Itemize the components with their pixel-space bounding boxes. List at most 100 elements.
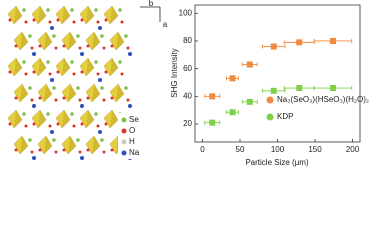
polyhedron-face xyxy=(20,136,28,154)
atom-key xyxy=(121,128,127,134)
legend-label: KDP xyxy=(277,112,293,121)
atom xyxy=(96,20,100,24)
x-tick-label: 100 xyxy=(271,145,285,154)
atom xyxy=(100,138,104,142)
point xyxy=(246,98,253,105)
atom xyxy=(96,124,100,128)
atom xyxy=(128,104,132,108)
atom xyxy=(48,124,52,128)
legend-marker xyxy=(266,113,274,121)
atom-label: Se xyxy=(129,115,139,124)
atom xyxy=(50,26,54,30)
atom xyxy=(86,96,90,100)
atom xyxy=(32,104,36,108)
atom xyxy=(72,20,76,24)
y-tick-label: 40 xyxy=(183,91,192,100)
axis-label: a xyxy=(163,20,168,29)
atom xyxy=(32,122,36,126)
atom xyxy=(98,26,102,30)
atom xyxy=(56,122,60,126)
atom xyxy=(52,138,56,142)
atom xyxy=(32,70,36,74)
atom xyxy=(28,138,32,142)
atom xyxy=(56,18,60,22)
polyhedron-face xyxy=(44,84,52,102)
atom xyxy=(54,46,58,50)
atom xyxy=(70,8,74,12)
atom xyxy=(50,130,54,134)
point xyxy=(229,75,236,82)
atom xyxy=(56,70,60,74)
atom xyxy=(14,44,18,48)
atom xyxy=(38,148,42,152)
polyhedron-face xyxy=(68,136,76,154)
x-axis-label: Particle Size (μm) xyxy=(245,158,309,167)
atom-label: O xyxy=(129,126,135,135)
polyhedron-face xyxy=(38,6,46,24)
atom xyxy=(76,34,80,38)
atom xyxy=(94,8,98,12)
atom-label: H xyxy=(129,137,135,146)
atom xyxy=(48,72,52,76)
atom xyxy=(110,96,114,100)
atom xyxy=(104,70,108,74)
atom xyxy=(98,78,102,82)
legend-label: Na₃(SeO₃)(HSeO₃)(H₂O)₂ xyxy=(277,95,369,104)
atom xyxy=(96,72,100,76)
polyhedron-face xyxy=(62,6,70,24)
crystal-structure xyxy=(7,5,142,160)
atom xyxy=(126,98,130,102)
polyhedron-face xyxy=(62,58,70,76)
y-tick-label: 60 xyxy=(183,64,192,73)
legend-marker xyxy=(266,96,274,104)
atom xyxy=(30,150,34,154)
polyhedron-face xyxy=(44,136,52,154)
atom-key xyxy=(121,139,127,145)
atom xyxy=(102,46,106,50)
atom xyxy=(28,86,32,90)
atom xyxy=(46,8,50,12)
polyhedron-face xyxy=(44,32,52,50)
atom-key xyxy=(121,150,127,156)
polyhedron-face xyxy=(86,110,94,128)
atom xyxy=(14,148,18,152)
y-axis-label: SHG Intensity xyxy=(170,48,179,97)
atom xyxy=(120,20,124,24)
polyhedron-face xyxy=(116,32,124,50)
atom xyxy=(70,112,74,116)
polyhedron-face xyxy=(14,6,22,24)
axis-label: b xyxy=(149,0,154,8)
polyhedron-face xyxy=(116,84,124,102)
atom xyxy=(8,122,12,126)
atom xyxy=(118,60,122,64)
atom-label: Na xyxy=(129,148,140,157)
atom xyxy=(70,60,74,64)
polyhedron-face xyxy=(62,110,70,128)
atom xyxy=(86,44,90,48)
atom xyxy=(38,96,42,100)
x-tick-label: 50 xyxy=(236,145,245,154)
atom xyxy=(48,20,52,24)
point xyxy=(209,93,216,100)
atom xyxy=(104,122,108,126)
point xyxy=(246,61,253,68)
atom xyxy=(32,52,36,56)
atom xyxy=(46,112,50,116)
point xyxy=(270,43,277,50)
atom xyxy=(30,98,34,102)
polyhedron-face xyxy=(68,32,76,50)
atom xyxy=(86,148,90,152)
atom xyxy=(80,122,84,126)
atom xyxy=(120,72,124,76)
atom xyxy=(72,124,76,128)
atom xyxy=(32,18,36,22)
atom xyxy=(78,46,82,50)
x-tick-label: 200 xyxy=(346,145,360,154)
atom xyxy=(100,86,104,90)
figure: b a SHG Intensity Particle Size (μm) Se O… xyxy=(7,0,369,167)
polyhedron-face xyxy=(20,32,28,50)
polyhedron-face xyxy=(110,110,118,128)
atom xyxy=(46,60,50,64)
atom xyxy=(104,18,108,22)
atom xyxy=(14,96,18,100)
